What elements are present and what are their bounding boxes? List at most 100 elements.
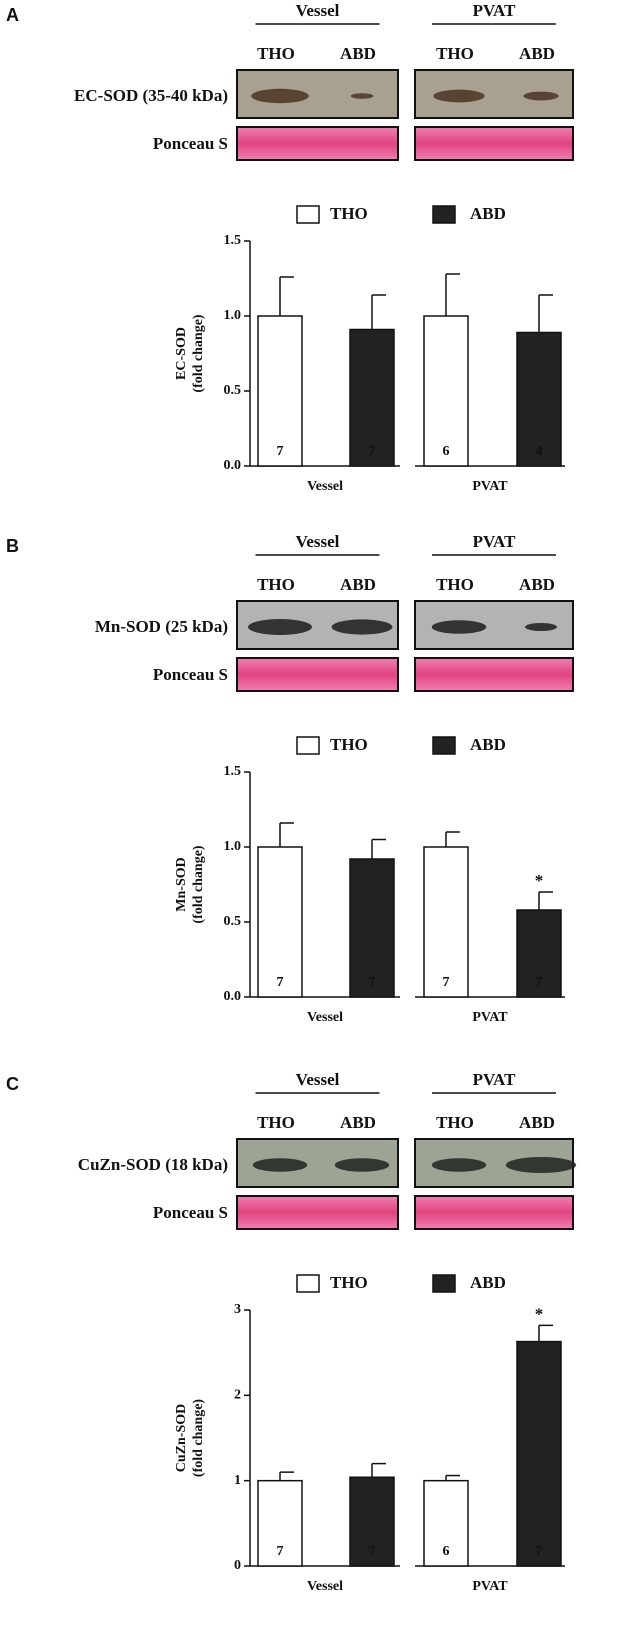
panel: C Vessel PVAT THO ABD THO ABD CuZn-SOD (18 kDa)… [6, 1070, 577, 1594]
panel: B Vessel PVAT THO ABD THO ABD Mn-SOD (25 kDa) Po… [6, 532, 574, 1025]
legend-label: THO [330, 735, 368, 754]
bar [257, 1479, 303, 1567]
lane-label: THO [257, 44, 295, 63]
y-tick-label: 1.0 [224, 308, 242, 323]
lane-label: ABD [519, 575, 555, 594]
ponceau-image [236, 1195, 399, 1230]
panel-letter: A [6, 5, 19, 25]
blot-group-label: PVAT [473, 1070, 516, 1089]
lane-label: ABD [519, 1113, 555, 1132]
blot-band [523, 91, 559, 101]
panel-letter: C [6, 1074, 19, 1094]
bar [423, 1479, 469, 1567]
x-tick-label: PVAT [472, 479, 508, 494]
blot-group-label: PVAT [473, 1, 516, 20]
n-label: 7 [536, 975, 543, 990]
y-axis-label-line: (fold change) [191, 1399, 206, 1478]
y-axis-label-line: Mn-SOD [174, 857, 189, 911]
loading-label: Ponceau S [153, 134, 228, 153]
legend-label: ABD [470, 735, 506, 754]
significance: * [535, 1304, 544, 1323]
blot-band [252, 1158, 308, 1172]
lane-label: ABD [340, 44, 376, 63]
ponceau-image [414, 657, 574, 692]
n-label: 7 [277, 975, 284, 990]
bar [423, 846, 469, 998]
n-label: 7 [369, 1544, 376, 1559]
protein-label: EC-SOD (35-40 kDa) [74, 86, 228, 105]
legend-swatch [432, 736, 456, 755]
loading-label: Ponceau S [153, 1203, 228, 1222]
y-tick-label: 1.0 [224, 839, 242, 854]
legend-swatch [432, 1274, 456, 1293]
bar [349, 858, 395, 998]
x-tick-label: Vessel [307, 1010, 343, 1025]
protein-label: Mn-SOD (25 kDa) [95, 617, 228, 636]
y-tick-label: 0.0 [224, 989, 242, 1004]
y-axis-label-line: (fold change) [191, 845, 206, 924]
bar [516, 331, 562, 467]
blot-band [251, 88, 309, 104]
bar [349, 328, 395, 467]
y-axis-label: CuZn-SOD (fold change) [174, 1399, 206, 1478]
y-axis-label-line: CuZn-SOD [174, 1404, 189, 1472]
x-tick-label: PVAT [472, 1579, 508, 1594]
legend-label: ABD [470, 1273, 506, 1292]
y-tick-label: 0 [234, 1558, 241, 1573]
n-label: 7 [277, 1544, 284, 1559]
n-label: 7 [443, 975, 450, 990]
legend-swatch [296, 736, 320, 755]
lane-label: ABD [340, 1113, 376, 1132]
n-label: 7 [369, 975, 376, 990]
x-tick-label: PVAT [472, 1010, 508, 1025]
blot-band [525, 623, 557, 631]
n-label: 7 [536, 1544, 543, 1559]
ponceau-image [236, 657, 399, 692]
legend-swatch [296, 1274, 320, 1293]
bar [257, 846, 303, 998]
blot-image [236, 69, 399, 119]
loading-label: Ponceau S [153, 665, 228, 684]
panel-letter: B [6, 536, 19, 556]
bar [516, 909, 562, 998]
legend-swatch [296, 205, 320, 224]
blot-group-label: PVAT [473, 532, 516, 551]
n-label: 7 [369, 444, 376, 459]
x-tick-label: Vessel [307, 1579, 343, 1594]
y-axis-label: Mn-SOD (fold change) [174, 845, 206, 924]
blot-band [350, 93, 374, 99]
bar [349, 1476, 395, 1567]
lane-label: THO [436, 575, 474, 594]
bar [516, 1340, 562, 1567]
legend-label: THO [330, 204, 368, 223]
y-tick-label: 1.5 [224, 233, 242, 248]
lane-label: THO [257, 575, 295, 594]
ponceau-image [414, 1195, 574, 1230]
blot-band [505, 1157, 577, 1173]
y-tick-label: 0.5 [224, 383, 242, 398]
blot-group-label: Vessel [296, 1070, 340, 1089]
blot-band [334, 1158, 390, 1172]
y-tick-label: 1 [234, 1473, 241, 1488]
y-tick-label: 0.0 [224, 458, 242, 473]
y-tick-label: 0.5 [224, 914, 242, 929]
x-tick-label: Vessel [307, 479, 343, 494]
blot-band [431, 620, 487, 634]
n-label: 6 [443, 444, 450, 459]
n-label: 6 [443, 1544, 450, 1559]
blot-band [331, 619, 393, 635]
bar [257, 315, 303, 467]
y-tick-label: 3 [234, 1302, 241, 1317]
y-axis-label: EC-SOD (fold change) [174, 314, 206, 393]
lane-label: ABD [519, 44, 555, 63]
protein-label: CuZn-SOD (18 kDa) [78, 1155, 228, 1174]
ponceau-image [236, 126, 399, 161]
legend-label: THO [330, 1273, 368, 1292]
blot-band [431, 1158, 487, 1172]
blot-band [433, 89, 485, 103]
lane-label: THO [257, 1113, 295, 1132]
legend-swatch [432, 205, 456, 224]
blot-group-label: Vessel [296, 1, 340, 20]
y-axis-label-line: EC-SOD [174, 327, 189, 380]
